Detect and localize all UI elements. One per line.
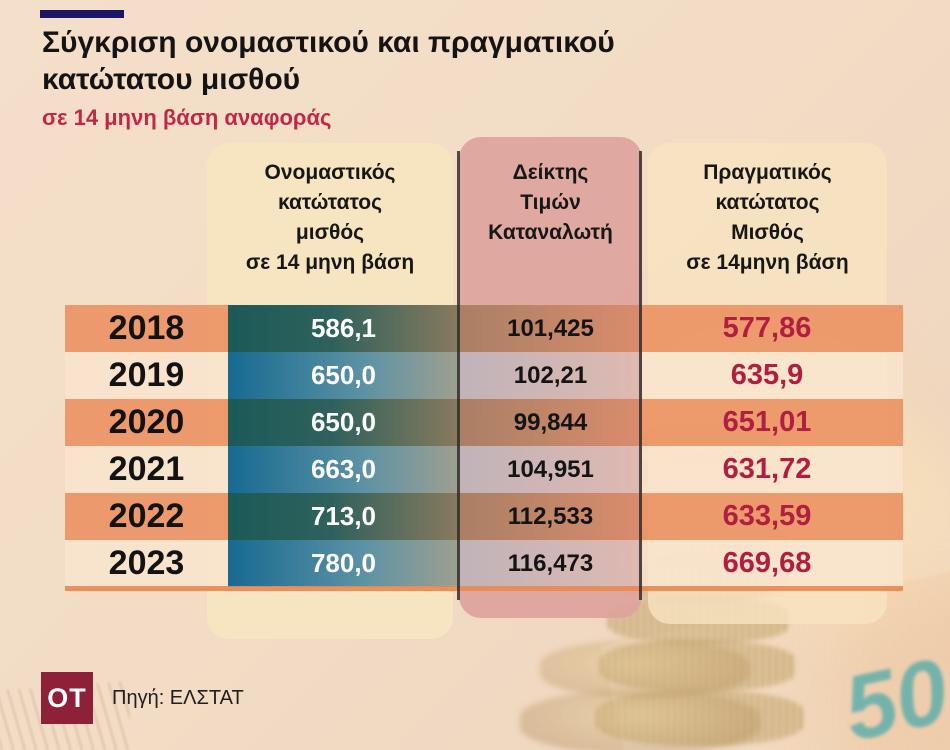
year-cell: 2018 [108,309,185,347]
banknote-number: 50 [835,639,950,750]
year-cell: 2019 [108,356,185,394]
cpi-column-right-border [639,151,642,600]
nominal-column-header: Ονομαστικός κατώτατος μισθός σε 14 μηνη … [207,158,453,278]
cpi-cell: 99,844 [459,399,642,446]
table-bottom-rule [65,586,903,591]
header-line: κατώτατος [277,191,383,214]
table-row-2018: 2018 586,1 101,425 577,86 [0,305,950,352]
page-title-line2: κατώτατου μισθού [42,63,301,96]
table-row-2022: 2022 713,0 112,533 633,59 [0,493,950,540]
page-subtitle: σε 14 μηνη βάση αναφοράς [42,105,332,130]
real-wage-cell: 635,9 [730,359,804,391]
table-row-2020: 2020 650,0 99,844 651,01 [0,399,950,446]
nominal-wage-cell: 650,0 [228,399,459,446]
year-cell: 2023 [108,544,185,582]
real-wage-cell: 633,59 [722,500,812,532]
year-cell: 2022 [108,497,185,535]
header-line: Πραγματικός [703,161,832,184]
coin [600,640,796,692]
cpi-column-header: Δείκτης Τιμών Καταναλωτή [459,158,642,248]
real-wage-cell: 577,86 [722,312,812,344]
coin [520,690,760,750]
nominal-wage-cell: 586,1 [228,305,459,352]
header-line: Καταναλωτή [488,221,613,244]
accent-bar [40,10,124,18]
source-label: Πηγή: ΕΛΣΤΑΤ [112,687,244,709]
coin [596,690,804,746]
year-cell: 2020 [108,403,185,441]
page-title-line1: Σύγκριση ονομαστικού και πραγματικού [42,26,615,59]
cpi-cell: 112,533 [459,493,642,540]
ot-logo: OT [41,672,93,724]
header-line: μισθός [295,221,365,244]
header-line: κατώτατος [715,191,820,214]
cpi-column-left-border [457,151,460,600]
header-line: Μισθός [731,221,804,244]
real-wage-cell: 651,01 [722,406,812,438]
coin [540,640,750,698]
header-line: σε 14μηνη βάση [686,251,849,274]
table-row-2019: 2019 650,0 102,21 635,9 [0,352,950,399]
real-wage-cell: 631,72 [722,453,812,485]
header-line: Ονομαστικός [264,161,396,184]
table-row-2023: 2023 780,0 116,473 669,68 [0,540,950,587]
nominal-wage-cell: 713,0 [228,493,459,540]
cpi-cell: 102,21 [459,352,642,399]
header-line: Τιμών [520,191,581,214]
cpi-cell: 116,473 [459,540,642,587]
table-row-2021: 2021 663,0 104,951 631,72 [0,446,950,493]
real-column-header: Πραγματικός κατώτατος Μισθός σε 14μηνη β… [648,158,887,278]
cpi-cell: 104,951 [459,446,642,493]
nominal-wage-cell: 780,0 [228,540,459,587]
nominal-wage-cell: 663,0 [228,446,459,493]
page-title: Σύγκριση ονομαστικού και πραγματικού κατ… [42,24,802,98]
header-line: Δείκτης [512,161,589,184]
year-cell: 2021 [108,450,185,488]
cpi-cell: 101,425 [459,305,642,352]
nominal-wage-cell: 650,0 [228,352,459,399]
header-line: σε 14 μηνη βάση [245,251,415,274]
real-wage-cell: 669,68 [722,547,812,579]
